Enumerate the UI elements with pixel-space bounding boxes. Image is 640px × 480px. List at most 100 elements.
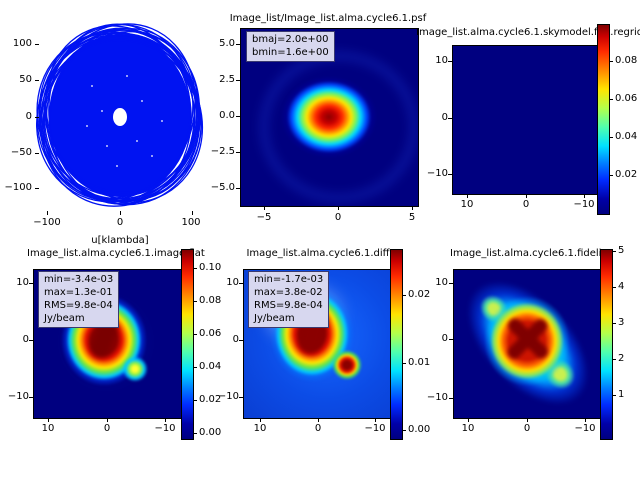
- uv-xaxis-label: u[klambda]: [91, 235, 149, 246]
- uv-ytick-mark: [35, 80, 39, 81]
- uv-ytick-label: 100: [12, 38, 32, 49]
- fidelity-ytick-label: 10: [435, 277, 448, 288]
- diff-xtick-mark: [260, 418, 261, 422]
- fidelity-xtick-mark: [468, 418, 469, 422]
- image-flat-colorbar-tick: [193, 334, 197, 335]
- skymodel-colorbar-tick: [609, 175, 613, 176]
- psf-xtick-mark: [338, 206, 339, 210]
- fidelity-xtick-mark: [527, 418, 528, 422]
- skymodel-colorbar-label: 0.06: [615, 93, 638, 104]
- skymodel-xtick-label: −10: [573, 199, 595, 210]
- image-flat-colorbar-label: 0.06: [199, 328, 222, 339]
- image-flat-colorbar-tick: [193, 433, 197, 434]
- fidelity-colorbar-tick: [612, 251, 616, 252]
- skymodel-ytick-label: −10: [426, 168, 448, 179]
- image-flat-xtick-label: 10: [41, 423, 55, 434]
- image-flat-colorbar-label: 0.08: [199, 295, 222, 306]
- fidelity-heatmap: [453, 269, 603, 419]
- annotation-line: max=3.8e-02: [254, 287, 323, 298]
- fidelity-colorbar-tick: [612, 323, 616, 324]
- diff-colorbar-label: 0.02: [408, 289, 431, 300]
- skymodel-title: Image_list.alma.cycle6.1.skymodel.flat.r…: [416, 27, 640, 38]
- annotation-line: min=-1.7e-03: [254, 274, 324, 285]
- diff-stats-annotation: min=-1.7e-03 max=3.8e-02 RMS=9.8e-04 Jy/…: [248, 271, 330, 328]
- psf-title: Image_list/Image_list.alma.cycle6.1.psf: [229, 13, 427, 24]
- skymodel-xtick-mark: [584, 194, 585, 198]
- fidelity-colorbar: [600, 249, 613, 440]
- psf-xtick-mark: [412, 206, 413, 210]
- psf-ytick-label: −2.5: [210, 146, 235, 157]
- psf-ytick-mark: [236, 44, 240, 45]
- annotation-line: RMS=9.8e-04: [254, 300, 323, 311]
- diff-title: Image_list.alma.cycle6.1.diff: [246, 248, 390, 259]
- psf-outer-ring: [259, 51, 418, 203]
- uv-xtick-label: 100: [181, 217, 201, 228]
- skymodel-colorbar-tick: [609, 61, 613, 62]
- fidelity-colorbar-tick: [612, 395, 616, 396]
- image-flat-xtick-label: 0: [103, 423, 111, 434]
- psf-ytick-mark: [236, 188, 240, 189]
- uv-ytick-mark: [35, 44, 39, 45]
- fidelity-xtick-mark: [585, 418, 586, 422]
- diff-xtick-mark: [318, 418, 319, 422]
- skymodel-xtick-mark: [467, 194, 468, 198]
- annotation-line: Jy/beam: [254, 313, 295, 324]
- fidelity-xtick-label: −10: [574, 423, 596, 434]
- diff-ytick-label: 0: [232, 334, 239, 345]
- image-flat-ytick-mark: [29, 340, 33, 341]
- skymodel-ytick-label: 0: [441, 112, 448, 123]
- diff-ytick-label: −10: [217, 391, 239, 402]
- psf-xtick-label: −5: [256, 212, 272, 223]
- skymodel-heatmap: [452, 45, 600, 195]
- uv-ytick-label: 0: [25, 111, 32, 122]
- fidelity-ytick-mark: [449, 398, 453, 399]
- image-flat-colorbar-tick: [193, 268, 197, 269]
- fidelity-colorbar-label: 1: [618, 389, 625, 400]
- psf-beam-annotation: bmaj=2.0e+00 bmin=1.6e+00: [246, 31, 335, 62]
- diff-colorbar-label: 0.00: [408, 424, 431, 435]
- psf-ytick-label: 5.0: [219, 38, 235, 49]
- image-flat-colorbar-tick: [193, 301, 197, 302]
- image-flat-title: Image_list.alma.cycle6.1.image.flat: [27, 248, 205, 259]
- fidelity-colorbar-label: 2: [618, 353, 625, 364]
- fidelity-ytick-label: −10: [426, 392, 448, 403]
- annotation-line: bmin=1.6e+00: [252, 47, 329, 58]
- fidelity-ytick-label: 0: [441, 333, 448, 344]
- diff-ytick-mark: [239, 340, 243, 341]
- skymodel-xtick-mark: [526, 194, 527, 198]
- skymodel-colorbar-tick: [609, 137, 613, 138]
- image-flat-colorbar-tick: [193, 400, 197, 401]
- diff-xtick-label: 10: [253, 423, 267, 434]
- skymodel-colorbar-label: 0.02: [615, 169, 638, 180]
- psf-ytick-mark: [236, 152, 240, 153]
- image-flat-xtick-label: −10: [154, 423, 176, 434]
- psf-xtick-mark: [264, 206, 265, 210]
- uv-xtick-label: −100: [33, 217, 61, 228]
- image-flat-colorbar-label: 0.02: [199, 394, 222, 405]
- skymodel-ytick-label: 10: [435, 55, 448, 66]
- uv-ytick-mark: [35, 188, 39, 189]
- image-flat-colorbar-label: 0.00: [199, 427, 222, 438]
- secondary-source: [122, 356, 148, 382]
- uv-ytick-label: −50: [10, 147, 32, 158]
- uv-xtick-mark: [120, 211, 121, 215]
- skymodel-colorbar-label: 0.08: [615, 55, 638, 66]
- diff-ytick-label: 10: [226, 277, 239, 288]
- fidelity-xtick-label: 0: [523, 423, 531, 434]
- uv-xtick-mark: [192, 211, 193, 215]
- skymodel-colorbar-tick: [609, 99, 613, 100]
- diff-colorbar-tick: [402, 430, 406, 431]
- skymodel-xtick-label: 10: [460, 199, 474, 210]
- skymodel-ytick-mark: [448, 61, 452, 62]
- uv-coverage-plot: [36, 23, 204, 207]
- psf-xtick-label: 5: [408, 212, 416, 223]
- image-flat-ytick-label: −10: [7, 391, 29, 402]
- diff-xtick-label: −10: [364, 423, 386, 434]
- psf-ytick-mark: [236, 116, 240, 117]
- psf-ytick-label: 2.5: [219, 74, 235, 85]
- diff-colorbar-label: 0.01: [408, 357, 431, 368]
- psf-ytick-label: 0.0: [219, 110, 235, 121]
- fidelity-colorbar-label: 5: [618, 245, 625, 256]
- annotation-line: bmaj=2.0e+00: [252, 34, 329, 45]
